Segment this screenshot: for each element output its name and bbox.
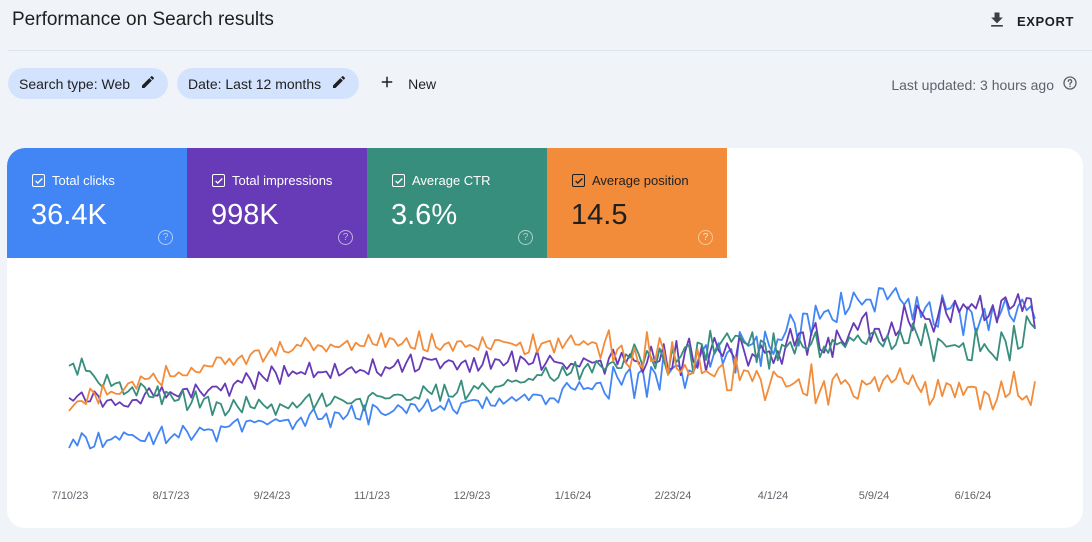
search-type-chip[interactable]: Search type: Web bbox=[8, 68, 169, 99]
checkbox-icon[interactable] bbox=[392, 174, 405, 187]
performance-card: Total clicks 36.4K ? Total impressions 9… bbox=[7, 148, 1083, 528]
x-tick-label: 8/17/23 bbox=[153, 490, 190, 502]
date-label: Date: Last 12 months bbox=[188, 75, 322, 92]
metric-value: 14.5 bbox=[571, 199, 628, 231]
new-filter-label: New bbox=[408, 75, 437, 92]
export-label: EXPORT bbox=[1016, 14, 1074, 29]
help-icon[interactable]: ? bbox=[158, 230, 173, 245]
metric-label: Average position bbox=[592, 173, 689, 188]
page-header: Performance on Search results EXPORT bbox=[0, 0, 1092, 50]
x-tick-label: 1/16/24 bbox=[555, 490, 592, 502]
x-tick-label: 7/10/23 bbox=[52, 490, 89, 502]
help-icon[interactable]: ? bbox=[518, 230, 533, 245]
export-button[interactable]: EXPORT bbox=[987, 10, 1074, 33]
x-tick-label: 2/23/24 bbox=[655, 490, 692, 502]
x-tick-label: 5/9/24 bbox=[859, 490, 890, 502]
performance-chart[interactable]: 7/10/23 8/17/23 9/24/23 11/1/23 12/9/23 1/16/… bbox=[7, 258, 1083, 528]
new-filter-button[interactable]: New bbox=[378, 68, 436, 99]
metric-value: 998K bbox=[211, 199, 279, 231]
series-line-total-clicks[interactable] bbox=[68, 287, 1036, 450]
x-tick-label: 9/24/23 bbox=[254, 490, 291, 502]
last-updated: Last updated: 3 hours ago bbox=[891, 75, 1078, 94]
pencil-icon bbox=[140, 74, 156, 93]
metric-value: 3.6% bbox=[391, 199, 458, 231]
plus-icon bbox=[378, 73, 396, 94]
checkbox-icon[interactable] bbox=[212, 174, 225, 187]
last-updated-text: Last updated: 3 hours ago bbox=[891, 76, 1054, 93]
metric-total-impressions[interactable]: Total impressions 998K ? bbox=[187, 148, 367, 258]
pencil-icon bbox=[331, 74, 347, 93]
metric-label: Total clicks bbox=[52, 173, 115, 188]
checkbox-icon[interactable] bbox=[32, 174, 45, 187]
help-icon[interactable] bbox=[1062, 75, 1078, 94]
date-chip[interactable]: Date: Last 12 months bbox=[177, 68, 360, 99]
page-title: Performance on Search results bbox=[12, 9, 274, 30]
help-icon[interactable]: ? bbox=[698, 230, 713, 245]
metric-value: 36.4K bbox=[31, 199, 107, 231]
metric-label: Total impressions bbox=[232, 173, 333, 188]
x-tick-label: 4/1/24 bbox=[758, 490, 789, 502]
x-tick-label: 6/16/24 bbox=[955, 490, 992, 502]
metric-average-ctr[interactable]: Average CTR 3.6% ? bbox=[367, 148, 547, 258]
series-line-average-position[interactable] bbox=[68, 329, 1036, 412]
filter-bar: Search type: Web Date: Last 12 months Ne… bbox=[8, 68, 436, 99]
download-icon bbox=[987, 10, 1007, 33]
x-tick-label: 12/9/23 bbox=[454, 490, 491, 502]
metric-total-clicks[interactable]: Total clicks 36.4K ? bbox=[7, 148, 187, 258]
x-tick-label: 11/1/23 bbox=[354, 490, 390, 502]
series-line-total-impressions[interactable] bbox=[68, 293, 1036, 408]
metric-label: Average CTR bbox=[412, 173, 491, 188]
search-type-label: Search type: Web bbox=[19, 75, 131, 92]
series-line-average-ctr[interactable] bbox=[68, 315, 1036, 417]
checkbox-icon[interactable] bbox=[572, 174, 585, 187]
metric-average-position[interactable]: Average position 14.5 ? bbox=[547, 148, 727, 258]
help-icon[interactable]: ? bbox=[338, 230, 353, 245]
header-divider bbox=[8, 50, 1092, 51]
